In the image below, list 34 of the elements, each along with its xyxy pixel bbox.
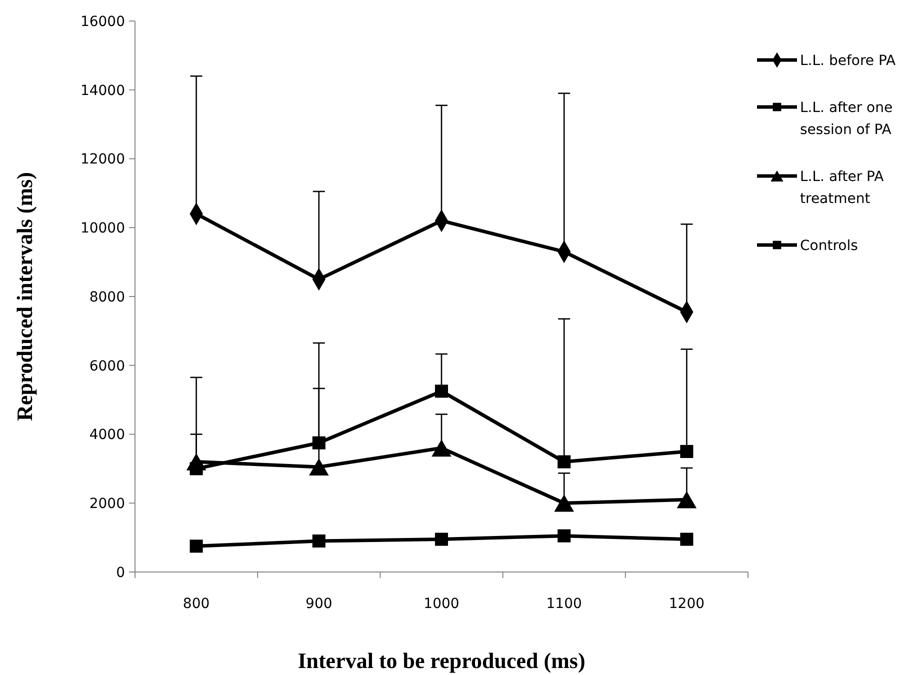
point [558,529,571,542]
point [680,532,694,546]
point [434,532,448,546]
x-tick-label: 800 [182,596,210,612]
point [676,491,697,508]
point [312,534,326,548]
y-axis-title: Reproduced intervals (ms) [12,172,37,421]
y-tick-label: 2000 [89,496,125,512]
x-axis-title: Interval to be reproduced (ms) [298,648,586,673]
y-tick-label: 14000 [80,82,125,99]
y-tick-label: 6000 [89,358,125,374]
point [186,453,206,470]
y-tick-label: 16000 [80,14,125,30]
x-tick-label: 900 [306,596,332,612]
y-tick-label: 0 [116,564,125,581]
point [190,540,203,553]
point [434,384,448,398]
point [312,436,326,450]
legend-label: L.L. after one session of PA [800,100,893,138]
y-tick-label: 8000 [89,289,125,306]
y-tick-label: 12000 [80,152,125,168]
y-tick-label: 10000 [80,220,125,237]
legend-label: Controls [800,238,858,254]
x-tick-label: 1200 [668,596,705,612]
point [680,444,694,458]
point [554,494,574,512]
x-tick-label: 1000 [424,596,460,612]
point [432,439,452,457]
legend-label: L.L. after PA treatment [800,168,884,207]
point [558,455,571,468]
point [308,458,329,476]
legend-label: L.L. before PA [800,52,896,69]
y-tick-label: 4000 [89,427,125,444]
x-tick-label: 1100 [546,596,582,612]
